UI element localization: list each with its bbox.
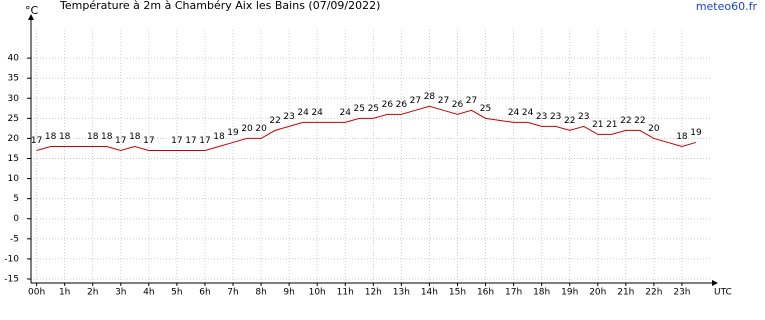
- x-axis-arrow: [712, 280, 718, 286]
- chart-title: Température à 2m à Chambéry Aix les Bain…: [59, 0, 380, 12]
- y-tick-label: 5: [13, 194, 19, 204]
- data-label: 22: [620, 116, 631, 126]
- y-axis-label: °C: [25, 4, 39, 17]
- y-tick-label: 25: [8, 114, 19, 124]
- data-label: 22: [269, 116, 280, 126]
- data-label: 18: [213, 132, 225, 142]
- data-label: 17: [143, 136, 154, 146]
- data-label: 21: [606, 120, 617, 130]
- data-label: 18: [59, 132, 71, 142]
- data-label: 23: [536, 112, 547, 122]
- y-tick-label: 40: [8, 54, 20, 64]
- data-label: 17: [199, 136, 210, 146]
- x-tick-label: 20h: [589, 288, 606, 298]
- y-tick-label: -10: [4, 254, 19, 264]
- x-tick-label: 3h: [115, 288, 126, 298]
- data-label: 24: [508, 108, 520, 118]
- data-label: 23: [550, 112, 561, 122]
- x-tick-label: 19h: [561, 288, 578, 298]
- data-label: 17: [185, 136, 196, 146]
- y-tick-label: -5: [10, 234, 19, 244]
- x-tick-label: 4h: [143, 288, 154, 298]
- x-tick-label: 7h: [227, 288, 238, 298]
- x-tick-label: 8h: [255, 288, 266, 298]
- y-tick-label: 10: [8, 174, 20, 184]
- x-tick-label: 9h: [283, 288, 294, 298]
- x-tick-label: 6h: [199, 288, 210, 298]
- data-label: 20: [255, 124, 267, 134]
- data-label: 19: [227, 128, 239, 138]
- data-label: 18: [129, 132, 141, 142]
- data-label: 26: [396, 100, 408, 110]
- x-tick-label: 12h: [365, 288, 382, 298]
- data-label: 27: [438, 96, 449, 106]
- x-tick-label: 13h: [393, 288, 410, 298]
- data-label: 24: [522, 108, 534, 118]
- data-label: 26: [382, 100, 394, 110]
- x-tick-label: 17h: [505, 288, 522, 298]
- line: [36, 105, 697, 151]
- data-label: 24: [297, 108, 309, 118]
- data-label: 22: [634, 116, 645, 126]
- x-tick-label: 00h: [28, 288, 45, 298]
- data-label: 23: [283, 112, 294, 122]
- y-tick-label: 15: [8, 154, 19, 164]
- x-tick-label: 21h: [617, 288, 634, 298]
- x-tick-label: 2h: [87, 288, 98, 298]
- source-link[interactable]: meteo60.fr: [696, 0, 758, 13]
- y-axis-arrow: [28, 14, 34, 20]
- x-tick-label: 10h: [309, 288, 326, 298]
- data-label: 25: [368, 104, 379, 114]
- data-label: 28: [424, 92, 436, 102]
- data-label: 24: [311, 108, 323, 118]
- x-tick-label: 18h: [533, 288, 550, 298]
- data-label: 23: [578, 112, 589, 122]
- data-label: 17: [31, 136, 42, 146]
- data-label: 20: [241, 124, 253, 134]
- data-label: 17: [171, 136, 182, 146]
- x-tick-label: 22h: [645, 288, 662, 298]
- data-label: 25: [354, 104, 365, 114]
- x-tick-label: 1h: [59, 288, 70, 298]
- x-tick-label: 14h: [421, 288, 438, 298]
- data-label: 20: [648, 124, 660, 134]
- x-tick-label: 16h: [477, 288, 494, 298]
- data-label: 22: [564, 116, 575, 126]
- x-tick-label: 11h: [337, 288, 354, 298]
- data-label: 21: [592, 120, 603, 130]
- x-axis-label: UTC: [714, 288, 732, 298]
- y-tick-label: -15: [4, 274, 19, 284]
- data-label: 18: [45, 132, 57, 142]
- x-tick-label: 23h: [673, 288, 690, 298]
- y-tick-label: 30: [8, 94, 20, 104]
- data-label: 26: [452, 100, 464, 110]
- x-tick-label: 15h: [449, 288, 466, 298]
- data-label: 18: [676, 132, 688, 142]
- data-label: 24: [340, 108, 352, 118]
- y-tick-label: 35: [8, 74, 19, 84]
- x-tick-label: 5h: [171, 288, 182, 298]
- y-tick-label: 0: [13, 214, 19, 224]
- data-label: 19: [690, 128, 702, 138]
- y-tick-label: 20: [8, 134, 20, 144]
- data-label: 18: [87, 132, 99, 142]
- data-label: 25: [480, 104, 491, 114]
- data-label: 27: [466, 96, 477, 106]
- data-label: 18: [101, 132, 113, 142]
- data-label: 27: [410, 96, 421, 106]
- data-label: 17: [115, 136, 126, 146]
